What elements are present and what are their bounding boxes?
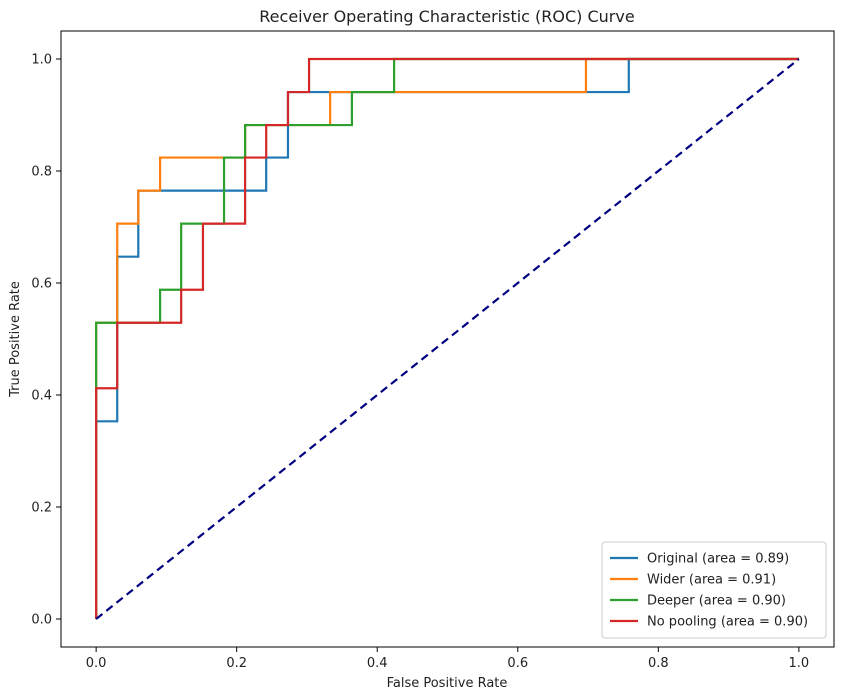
chart-title: Receiver Operating Characteristic (ROC) … [259, 7, 634, 26]
x-axis-ticks: 0.0 0.2 0.4 0.6 0.8 1.0 [86, 647, 809, 671]
legend-label: Deeper (area = 0.90) [647, 594, 786, 609]
legend: Original (area = 0.89) Wider (area = 0.91… [601, 541, 827, 639]
legend-label: Wider (area = 0.91) [647, 573, 776, 588]
legend-label: No pooling (area = 0.90) [647, 615, 808, 630]
roc-line-series-2 [95, 57, 799, 619]
y-tick-label: 0.0 [31, 613, 52, 628]
chance-diagonal-line [95, 58, 800, 620]
x-axis-label: False Positive Rate [387, 676, 508, 691]
y-tick-label: 1.0 [31, 53, 52, 68]
x-tick-label: 1.0 [789, 656, 810, 671]
x-tick-label: 0.6 [507, 656, 528, 671]
y-axis-ticks: 0.0 0.2 0.4 0.6 0.8 1.0 [31, 53, 61, 628]
x-tick-label: 0.2 [226, 656, 247, 671]
y-tick-label: 0.4 [31, 389, 52, 404]
x-tick-label: 0.0 [86, 656, 107, 671]
y-tick-label: 0.6 [31, 277, 52, 292]
legend-label: Original (area = 0.89) [647, 552, 789, 567]
legend-box [601, 541, 827, 639]
roc-line-series-3 [95, 57, 799, 619]
y-tick-label: 0.2 [31, 501, 52, 516]
plot-area-frame [60, 30, 835, 648]
x-tick-label: 0.8 [648, 656, 669, 671]
y-tick-label: 0.8 [31, 165, 52, 180]
x-tick-label: 0.4 [367, 656, 388, 671]
roc-line-series-1 [95, 57, 799, 619]
plot-lines [95, 57, 800, 620]
y-axis-label: True Positive Rate [8, 281, 23, 398]
